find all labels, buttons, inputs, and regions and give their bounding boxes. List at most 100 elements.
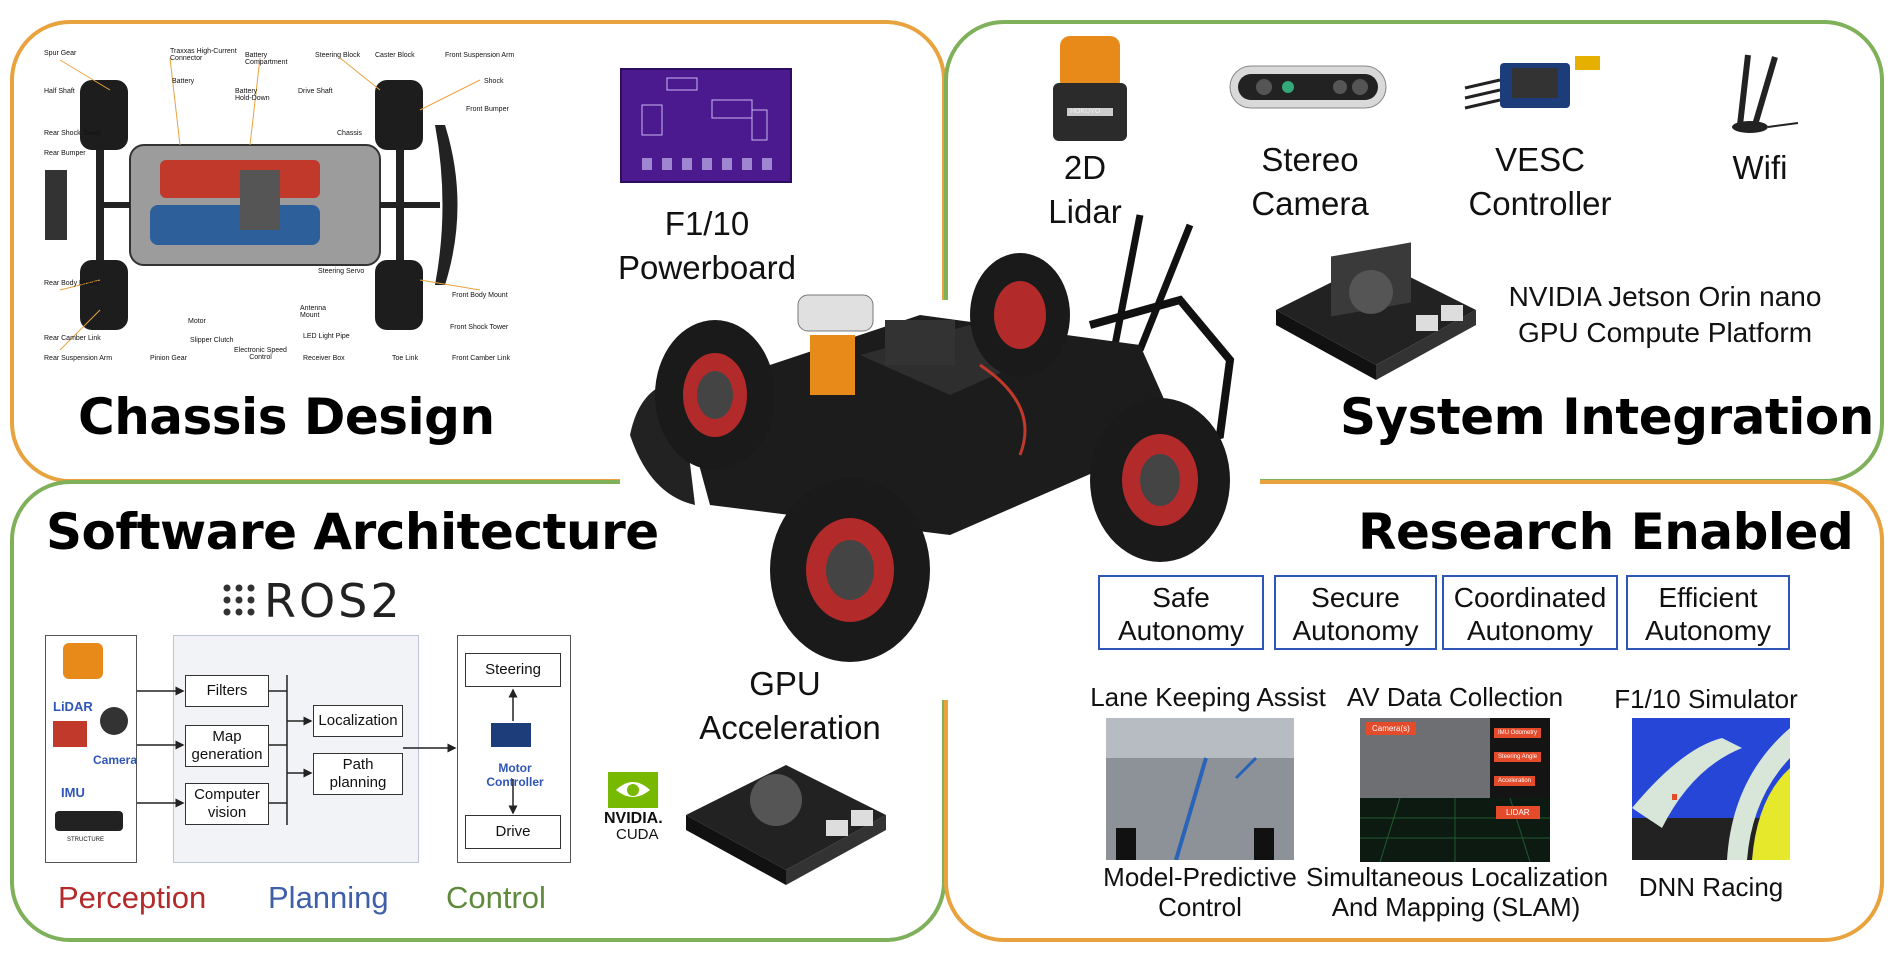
structure-label: STRUCTURE — [67, 837, 104, 843]
coordinated-autonomy-box: Coordinated Autonomy — [1442, 575, 1618, 650]
av-button-steering[interactable]: Steering Angle — [1494, 752, 1542, 762]
f1tenth-car-image — [620, 205, 1240, 665]
simulator-label: F1/10 Simulator — [1614, 684, 1798, 714]
flow-arrows — [137, 675, 518, 825]
av-data-collection-image — [1360, 718, 1550, 862]
jetson-label-line1: NVIDIA Jetson Orin nano — [1508, 281, 1822, 312]
stereo-label-line2: Camera — [1251, 185, 1369, 222]
nvidia-text: NVIDIA. — [604, 810, 663, 827]
filters-box: Filters — [185, 675, 269, 707]
part-label-connector: Traxxas High-Current Connector — [170, 48, 237, 62]
camera-sensor-icon — [100, 707, 128, 735]
part-label-rear-camber-link: Rear Camber Link — [44, 335, 101, 342]
part-label-front-body-mount: Front Body Mount — [452, 292, 508, 299]
coordinated-autonomy-line2: Autonomy — [1466, 615, 1594, 646]
gpu-label-line1: GPU — [749, 665, 821, 702]
compute-board-background — [173, 635, 419, 863]
safe-autonomy-line1: Safe — [1152, 582, 1210, 613]
safe-autonomy-line2: Autonomy — [1117, 615, 1245, 646]
efficient-autonomy-line1: Efficient — [1658, 582, 1758, 613]
lidar-image — [1045, 28, 1135, 146]
part-label-motor: Motor — [188, 318, 206, 325]
av-button-acceleration[interactable]: Acceleration — [1494, 776, 1536, 786]
part-label-front-suspension-arm: Front Suspension Arm — [445, 52, 515, 59]
part-label-rear-shock-tower: Rear Shock Tower — [44, 130, 102, 137]
wifi-antenna-image — [1720, 45, 1800, 135]
secure-autonomy-box: Secure Autonomy — [1274, 575, 1437, 650]
part-label-led-light-pipe: LED Light Pipe — [303, 333, 350, 340]
part-label-chassis: Chassis — [337, 130, 362, 137]
part-label-pinion-gear: Pinion Gear — [150, 355, 187, 362]
mpc-label-line2: Control — [1158, 892, 1242, 922]
part-label-drive-shaft: Drive Shaft — [298, 88, 333, 95]
slam-label-line1: Simultaneous Localization — [1306, 862, 1609, 892]
part-label-front-bumper: Front Bumper — [466, 106, 509, 113]
part-label-receiver-box: Receiver Box — [303, 355, 345, 362]
stereo-label-line1: Stereo — [1261, 141, 1359, 178]
secure-autonomy-line1: Secure — [1311, 582, 1400, 613]
efficient-autonomy-line2: Autonomy — [1644, 615, 1772, 646]
part-label-toe-link: Toe Link — [392, 355, 419, 362]
coordinated-autonomy-line1: Coordinated — [1453, 582, 1607, 613]
steering-box: Steering — [465, 653, 561, 687]
ros-dots-icon — [222, 583, 258, 619]
motor-controller-label: Motor Controller — [486, 761, 544, 789]
ros2-label: ROS2 — [264, 574, 403, 628]
cuda-text: CUDA — [616, 826, 659, 843]
lane-keeping-label: Lane Keeping Assist — [1090, 682, 1326, 712]
part-label-caster-block: Caster Block — [375, 52, 415, 59]
vesc-image — [1460, 48, 1610, 128]
wifi-label: Wifi — [1732, 149, 1788, 186]
perception-label: Perception — [58, 880, 207, 915]
gpu-jetson-image — [676, 745, 896, 895]
av-button-imu[interactable]: IMU Odometry — [1494, 728, 1542, 738]
path-planning-box: Path planning — [313, 753, 403, 795]
stereo-camera-image — [1228, 60, 1388, 115]
software-flow-diagram: LiDAR Camera IMU STRUCTURE Filters Map g… — [45, 635, 575, 865]
localization-box: Localization — [313, 705, 403, 737]
research-enabled-title: Research Enabled — [1358, 503, 1854, 561]
gpu-label-line2: Acceleration — [699, 709, 881, 746]
part-label-battery-hold-down: Battery Hold-Down — [235, 88, 270, 102]
lidar-brand-text: HOKUYO — [1070, 108, 1101, 115]
part-label-half-shaft: Half Shaft — [44, 88, 75, 95]
flow-sensor-imu: IMU — [61, 785, 85, 800]
powerboard-label-line2: Powerboard — [618, 249, 796, 286]
slam-label-line2: And Mapping (SLAM) — [1331, 892, 1581, 922]
chassis-design-title: Chassis Design — [78, 388, 495, 446]
lidar-label-line1: 2D — [1063, 149, 1107, 186]
efficient-autonomy-box: Efficient Autonomy — [1626, 575, 1790, 650]
map-generation-box: Map generation — [185, 725, 269, 767]
lane-keeping-image — [1106, 718, 1294, 860]
lidar-label-line2: Lidar — [1048, 193, 1122, 230]
lidar-sensor-icon — [63, 643, 103, 679]
chassis-diagram — [40, 50, 510, 370]
powerboard-label-line1: F1/10 — [664, 205, 750, 242]
av-button-lidar[interactable]: LIDAR — [1496, 806, 1540, 819]
drive-box: Drive — [465, 815, 561, 849]
nvidia-eye-logo — [608, 772, 658, 808]
system-integration-title: System Integration — [1340, 388, 1874, 446]
powerboard-image — [620, 68, 792, 183]
av-button-cameras[interactable]: Camera(s) — [1366, 722, 1416, 735]
part-label-battery: Battery — [172, 78, 195, 85]
research-panel — [944, 480, 1884, 942]
part-label-rear-bumper: Rear Bumper — [44, 150, 86, 157]
planning-label: Planning — [268, 880, 389, 915]
part-label-esc: Electronic Speed Control — [234, 347, 287, 361]
part-label-front-camber-link: Front Camber Link — [452, 355, 510, 362]
part-label-spur-gear: Spur Gear — [44, 50, 77, 57]
part-label-front-shock-tower: Front Shock Tower — [450, 324, 509, 331]
dnn-racing-label: DNN Racing — [1638, 872, 1784, 902]
secure-autonomy-line2: Autonomy — [1292, 615, 1419, 646]
jetson-orin-image — [1266, 240, 1486, 390]
part-label-slipper-clutch: Slipper Clutch — [190, 337, 234, 344]
computer-vision-box: Computer vision — [185, 783, 269, 825]
vesc-label-line2: Controller — [1468, 185, 1612, 222]
flow-sensor-camera: Camera — [93, 753, 138, 767]
jetson-label-line2: GPU Compute Platform — [1517, 317, 1813, 348]
part-label-shock: Shock — [484, 78, 504, 85]
part-label-antenna-mount: Antenna Mount — [300, 305, 327, 319]
camera-board-icon — [53, 721, 87, 747]
part-label-rear-suspension-arm: Rear Suspension Arm — [44, 355, 113, 362]
